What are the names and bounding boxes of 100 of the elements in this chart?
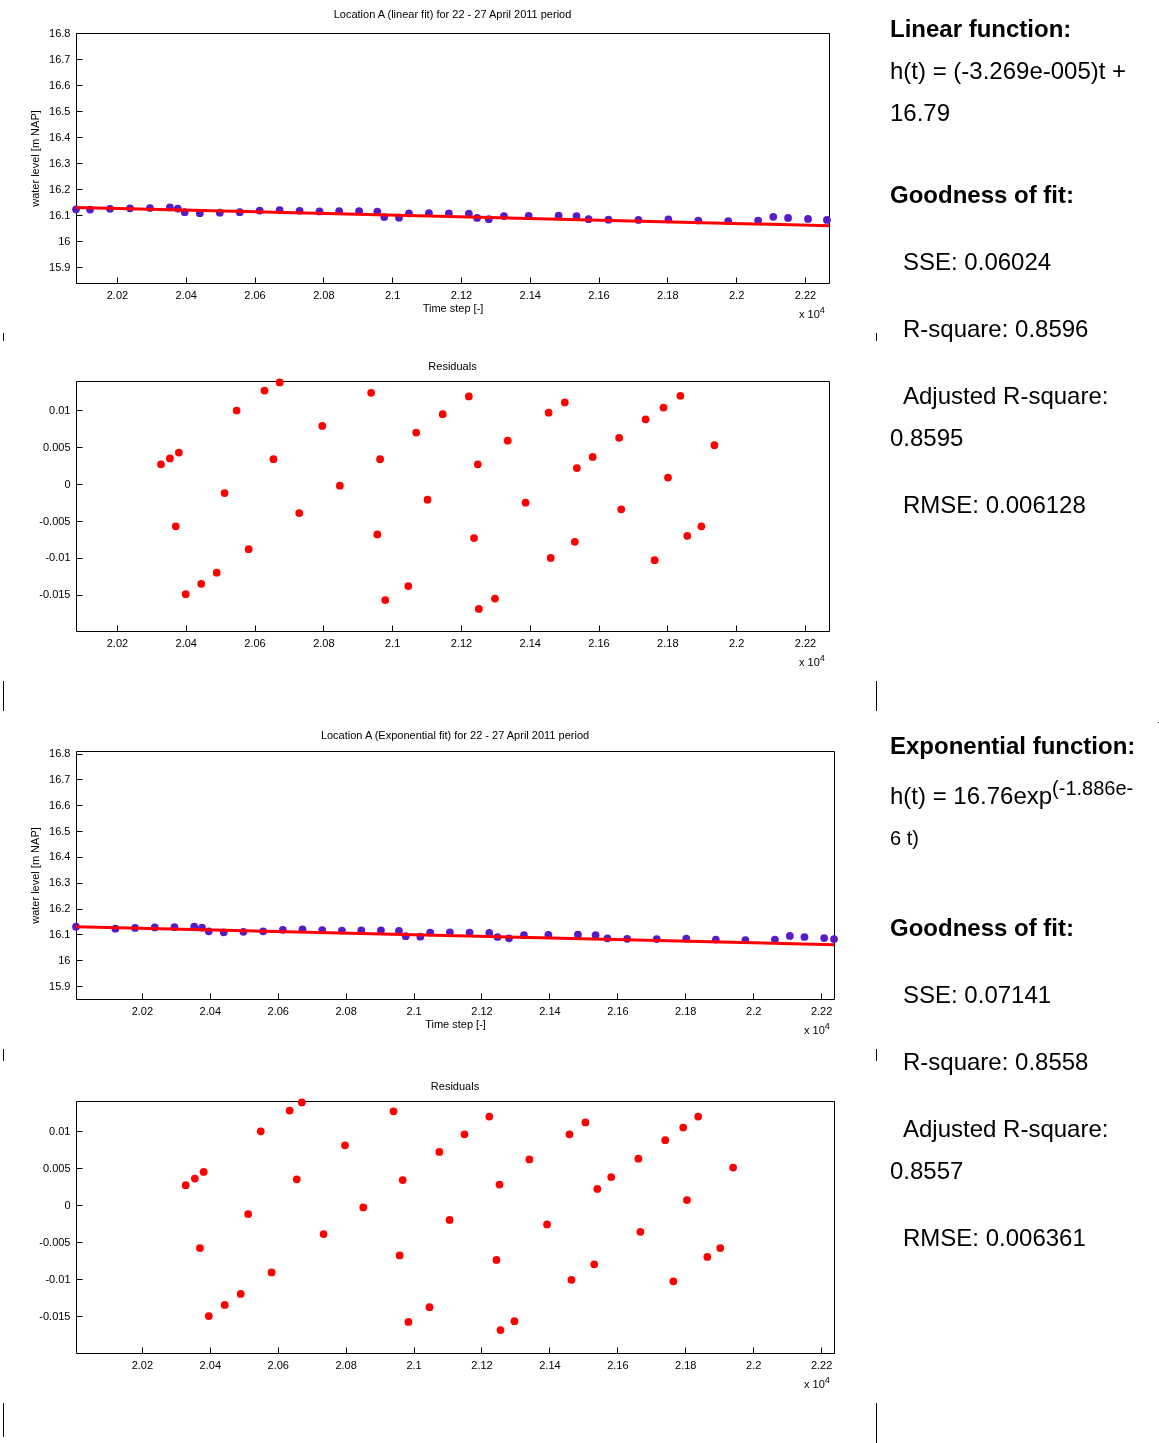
x-tick-label: 2.1: [384, 636, 401, 649]
x-tick-label: 2.02: [106, 636, 129, 649]
y-tick-label: 16.3: [49, 876, 71, 889]
x-tick-label: 2.16: [588, 636, 610, 649]
x-axis-title: Time step [-]: [425, 1017, 486, 1030]
y-tick-label: 16.3: [49, 156, 71, 169]
text: x 10$^{4}$: [799, 653, 825, 668]
chart-title: Location A (linear fit) for 22 - 27 April 2011 period: [333, 8, 572, 20]
x-tick-label: 2.22: [810, 1004, 833, 1017]
x-tick-label: 2.08: [335, 1004, 357, 1017]
y-tick-label: 16.7: [49, 772, 71, 785]
x-tick-label: 2.12: [471, 1358, 493, 1371]
x-tick-label: 2.08: [313, 288, 335, 301]
x-tick-label: 2.22: [794, 636, 817, 649]
x-tick-label: 2.12: [450, 288, 473, 301]
x-tick-label: 2.1: [384, 288, 401, 301]
text: SSE: 0.06024: [902, 247, 1053, 277]
x-tick-label: 2.2: [728, 636, 745, 649]
text: RMSE: 0.006128: [902, 490, 1087, 520]
y-tick-label: 16.2: [49, 182, 71, 195]
x-tick-label: 2.22: [794, 288, 817, 301]
chart-title: Location A (Exponential fit) for 22 - 27 April 2011 period: [320, 728, 590, 741]
y-tick-label: 16: [58, 953, 71, 966]
x-tick-label: 2.2: [728, 288, 745, 301]
y-tick-label: 16.6: [49, 78, 71, 91]
x-tick-label: 2.1: [406, 1004, 422, 1017]
x-tick-label: 2.06: [244, 636, 266, 649]
y-tick-label: 0.01: [49, 1124, 71, 1137]
x-tick-label: 2.18: [657, 636, 679, 649]
y-tick-label: 16.6: [49, 798, 71, 811]
y-tick-label: 0.01: [49, 404, 71, 416]
x-tick-label: 2.14: [519, 636, 541, 649]
text: Exponential function:: [890, 731, 1137, 761]
y-tick-label: 0: [64, 1198, 71, 1211]
y-tick-label: 16.5: [49, 104, 71, 117]
y-axis-title: water level [m NAP]: [29, 110, 42, 208]
y-tick-label: -0.015: [39, 1309, 71, 1322]
y-tick-label: 0: [64, 477, 71, 490]
x-tick-label: 2.12: [471, 1004, 493, 1017]
x-tick-label: 2.14: [519, 288, 541, 301]
y-tick-label: 16.2: [49, 902, 71, 915]
x-tick-label: 2.18: [675, 1358, 697, 1371]
y-tick-label: -0.005: [39, 514, 71, 527]
text: SSE: 0.07141: [902, 980, 1053, 1010]
x-axis-title: Time step [-]: [422, 301, 484, 314]
y-tick-label: 16.5: [49, 824, 71, 837]
y-tick-label: -0.01: [45, 551, 71, 564]
text: x 10$^{4}$: [804, 1021, 830, 1036]
x-tick-label: 2.16: [607, 1004, 629, 1017]
x-tick-label: 2.2: [746, 1358, 762, 1371]
y-tick-label: -0.005: [39, 1235, 71, 1248]
x-tick-label: 2.16: [607, 1358, 629, 1371]
x-tick-label: 2.14: [539, 1004, 561, 1017]
x-tick-label: 2.16: [588, 288, 610, 301]
text: x 10$^{4}$: [799, 305, 825, 320]
y-tick-label: -0.01: [45, 1272, 71, 1285]
x-tick-label: 2.06: [267, 1358, 289, 1371]
x-tick-label: 2.04: [175, 288, 197, 301]
y-tick-label: 15.9: [49, 260, 71, 273]
text: R-square: 0.8558: [902, 1047, 1090, 1077]
y-tick-label: 16.1: [49, 927, 71, 940]
x-tick-label: 2.04: [199, 1004, 222, 1017]
text: Goodness of fit:: [890, 180, 1075, 210]
y-tick-label: 16.4: [49, 130, 71, 143]
x-tick-label: 2.02: [131, 1004, 154, 1017]
chart-title: Residuals: [428, 359, 478, 372]
x-tick-label: 2.06: [244, 288, 266, 301]
text: h(t) = (-3.269e-005)t + 16.79: [890, 56, 1128, 128]
x-tick-label: 2.08: [313, 636, 335, 649]
text: Goodness of fit:: [890, 913, 1075, 943]
y-tick-label: 0.005: [42, 440, 71, 453]
x-tick-label: 2.04: [199, 1358, 222, 1371]
text: Linear function:: [890, 14, 1073, 44]
y-tick-label: 16: [58, 234, 71, 247]
text: x 10$^{4}$: [804, 1375, 830, 1390]
x-tick-label: 2.02: [131, 1358, 154, 1371]
x-tick-label: 2.22: [810, 1358, 833, 1371]
y-tick-label: 16.4: [49, 850, 71, 863]
y-tick-label: 16.8: [49, 26, 71, 39]
y-tick-label: 0.005: [42, 1161, 71, 1174]
text: Adjusted R-square: 0.8595: [890, 381, 1110, 453]
x-tick-label: 2.18: [657, 288, 679, 301]
x-tick-label: 2.18: [675, 1004, 697, 1017]
x-tick-label: 2.02: [106, 288, 129, 301]
x-tick-label: 2.06: [267, 1004, 289, 1017]
x-tick-label: 2.12: [450, 636, 473, 649]
x-tick-label: 2.1: [406, 1358, 422, 1371]
y-tick-label: 16.7: [49, 52, 71, 65]
text: Adjusted R-square: 0.8557: [890, 1114, 1110, 1186]
x-tick-label: 2.14: [539, 1358, 561, 1371]
x-tick-label: 2.08: [335, 1358, 357, 1371]
y-tick-label: 15.9: [49, 979, 71, 992]
x-tick-label: 2.2: [746, 1004, 762, 1017]
y-axis-title: water level [m NAP]: [29, 827, 42, 925]
text: RMSE: 0.006361: [902, 1223, 1087, 1253]
y-tick-label: 16.1: [49, 208, 71, 221]
y-tick-label: 16.8: [49, 747, 71, 760]
text: R-square: 0.8596: [902, 314, 1090, 344]
x-tick-label: 2.04: [175, 636, 197, 649]
chart-title: Residuals: [430, 1079, 480, 1092]
